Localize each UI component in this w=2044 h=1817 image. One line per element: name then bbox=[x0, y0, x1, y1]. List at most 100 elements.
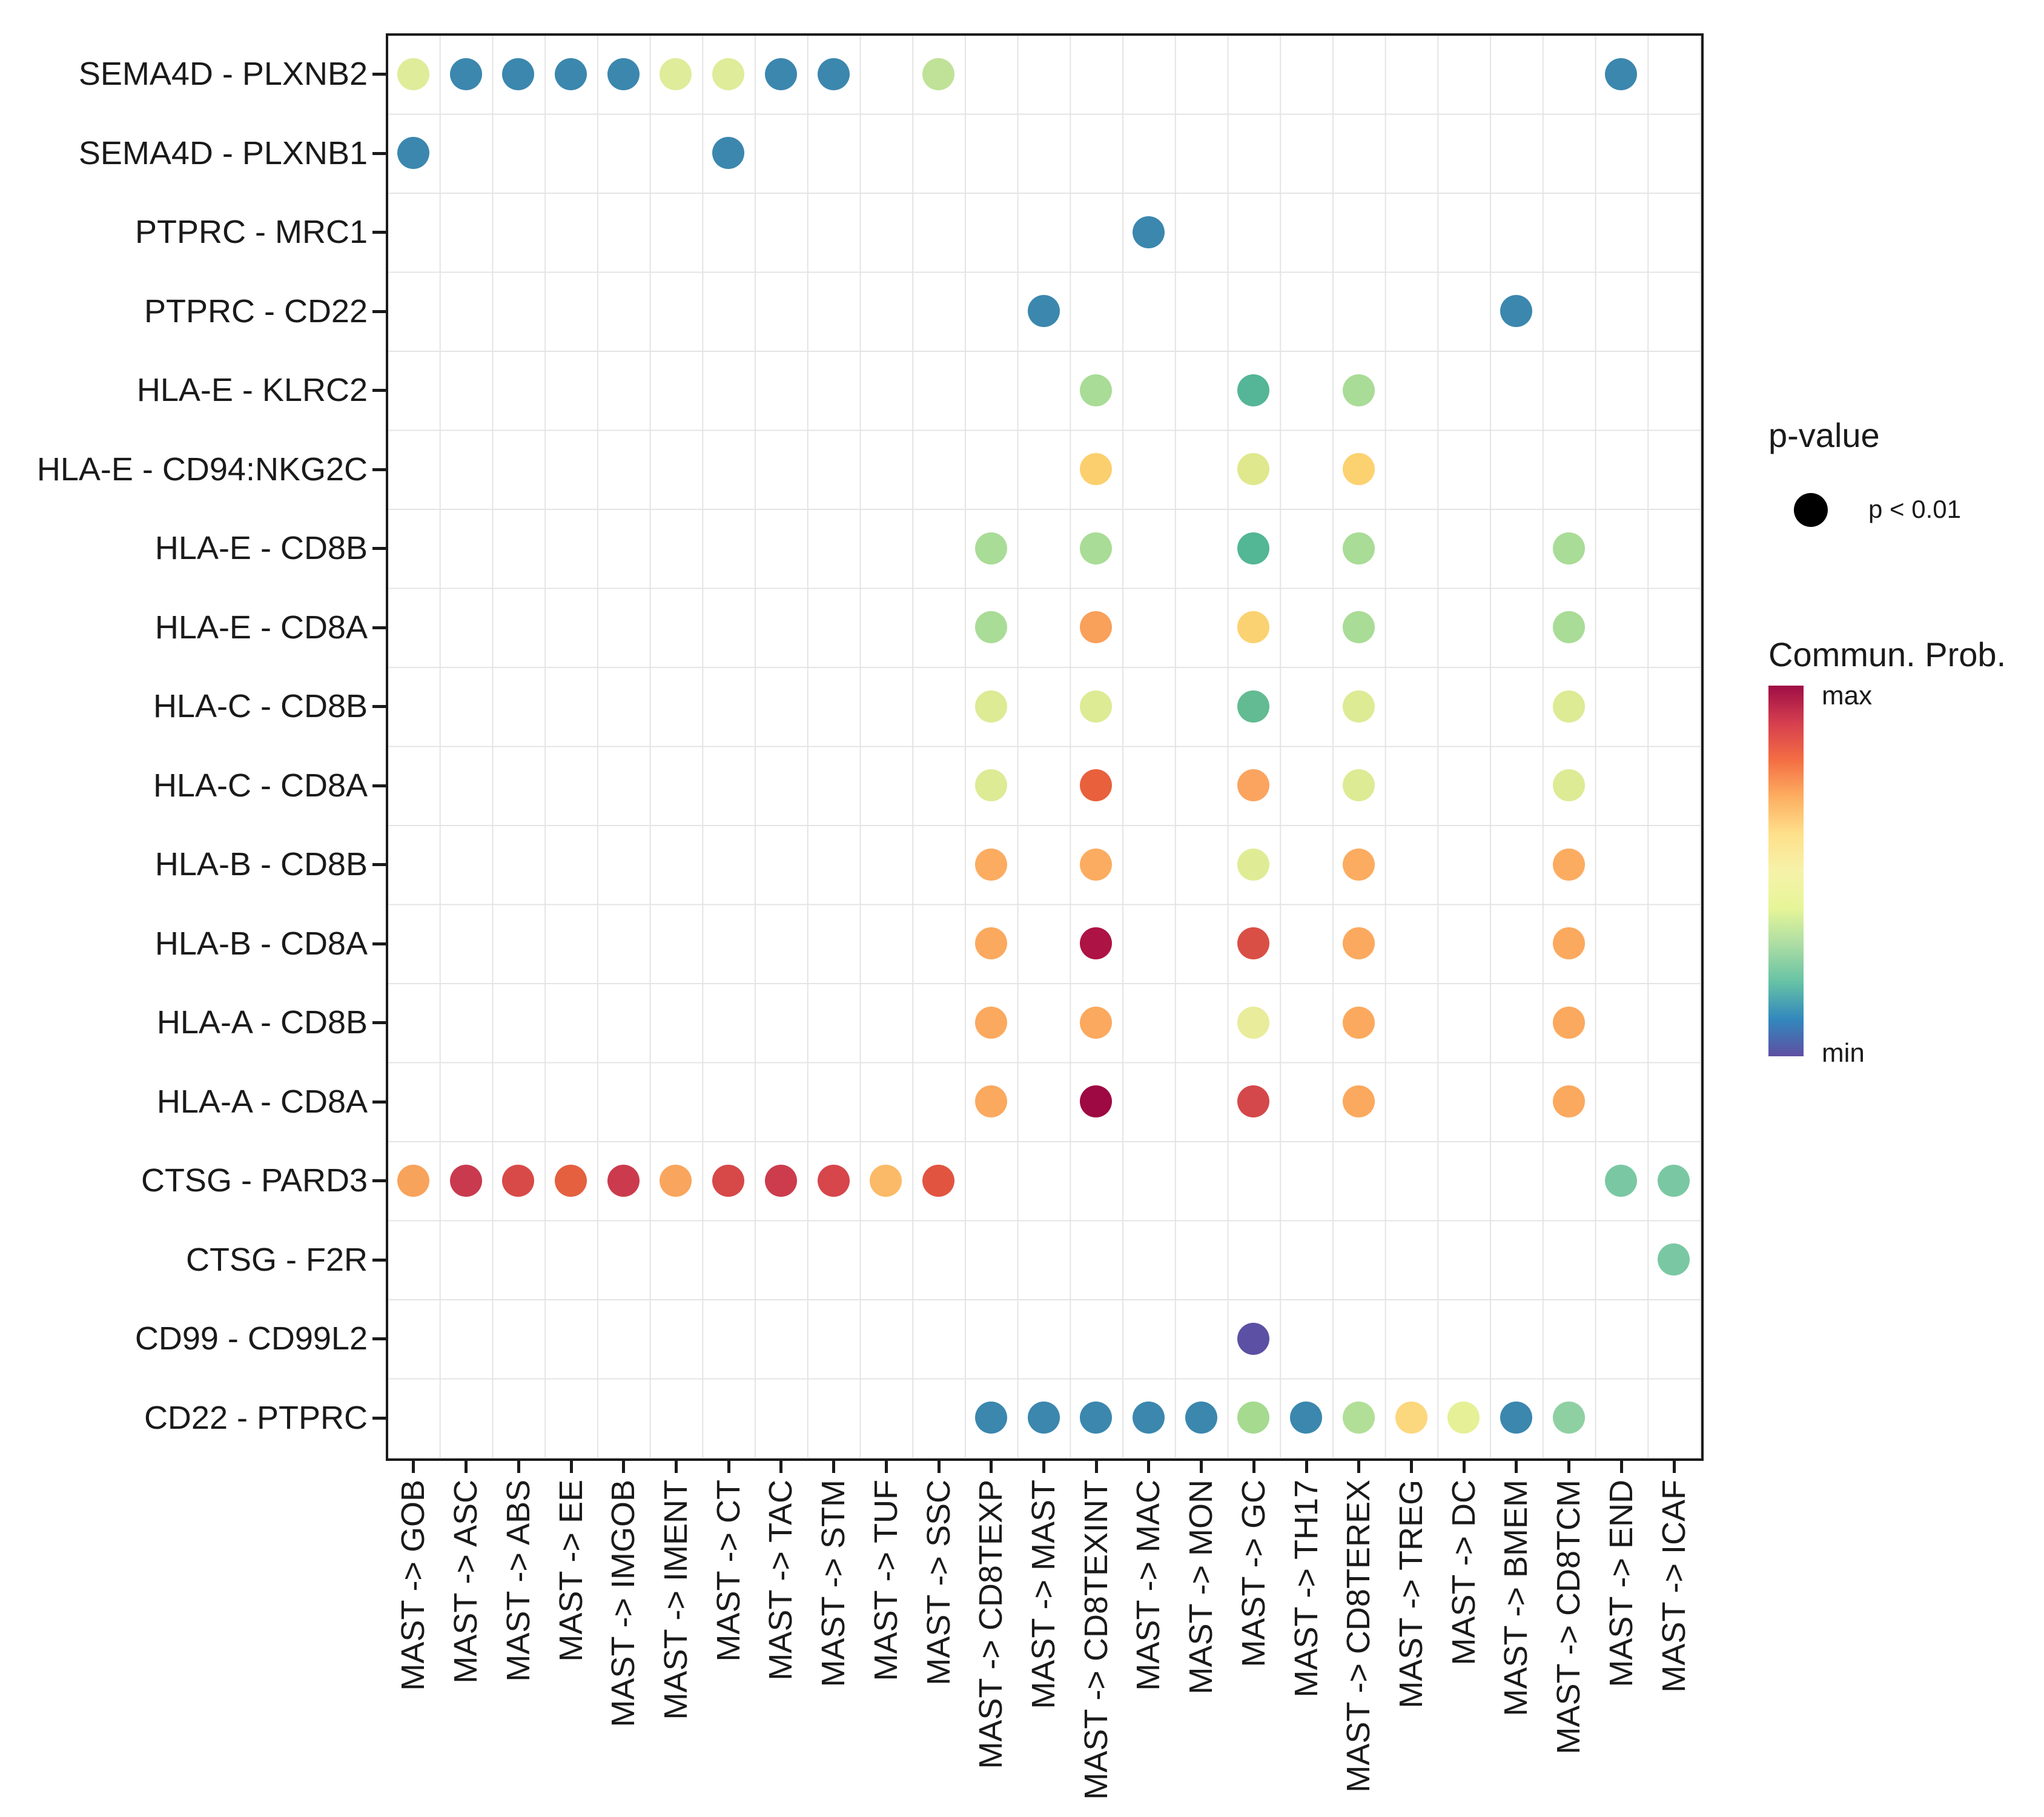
dot bbox=[974, 690, 1007, 723]
dot bbox=[1342, 1402, 1375, 1434]
colorbar-max-label: max bbox=[1822, 681, 1873, 710]
dot bbox=[817, 1164, 850, 1197]
y-axis-tick bbox=[372, 1100, 386, 1104]
x-axis-label: MAST -> SSC bbox=[920, 1480, 957, 1686]
x-axis-label: MAST -> EE bbox=[552, 1480, 589, 1662]
dot bbox=[1552, 927, 1585, 960]
dot bbox=[974, 848, 1007, 881]
x-axis-label: MAST -> ABS bbox=[500, 1480, 537, 1682]
dot bbox=[1237, 532, 1270, 564]
dot bbox=[764, 58, 797, 90]
dot bbox=[1342, 374, 1375, 406]
dot bbox=[1237, 1402, 1270, 1434]
dot bbox=[502, 1164, 535, 1197]
dot bbox=[1552, 532, 1585, 564]
x-axis-tick bbox=[727, 1458, 730, 1473]
colorbar-min-label: min bbox=[1822, 1038, 1865, 1068]
dot bbox=[1080, 927, 1113, 960]
dot bbox=[1237, 453, 1270, 486]
y-axis-label: PTPRC - CD22 bbox=[144, 293, 368, 329]
y-axis-label: HLA-C - CD8A bbox=[153, 767, 368, 804]
dot bbox=[1132, 1402, 1165, 1434]
y-axis-label: HLA-E - KLRC2 bbox=[136, 372, 368, 409]
x-axis-tick bbox=[569, 1458, 573, 1473]
dot bbox=[660, 58, 692, 90]
dot bbox=[922, 1164, 955, 1197]
dot bbox=[555, 58, 587, 90]
x-axis-label: MAST -> MAST bbox=[1025, 1480, 1062, 1709]
x-axis-tick bbox=[884, 1458, 888, 1473]
dot bbox=[1500, 295, 1532, 328]
y-axis-label: HLA-C - CD8B bbox=[153, 688, 368, 725]
dot bbox=[974, 532, 1007, 564]
x-axis-tick bbox=[1357, 1458, 1361, 1473]
x-axis-tick bbox=[674, 1458, 678, 1473]
dot bbox=[1342, 769, 1375, 802]
dot bbox=[1342, 532, 1375, 564]
dot bbox=[1080, 1402, 1113, 1434]
x-axis-tick bbox=[1567, 1458, 1571, 1473]
dot bbox=[1237, 1085, 1270, 1118]
dot bbox=[764, 1164, 797, 1197]
dot bbox=[712, 58, 745, 90]
y-axis-tick bbox=[372, 151, 386, 155]
dot bbox=[1080, 532, 1113, 564]
dot bbox=[974, 769, 1007, 802]
dot bbox=[1395, 1402, 1427, 1434]
dot bbox=[1552, 848, 1585, 881]
dot bbox=[1447, 1402, 1480, 1434]
dot bbox=[449, 58, 482, 90]
y-axis-tick bbox=[372, 1021, 386, 1025]
dot bbox=[1552, 690, 1585, 723]
x-axis-label: MAST -> IMENT bbox=[657, 1480, 694, 1720]
dot bbox=[1237, 927, 1270, 960]
x-axis-label: MAST -> CD8TEREX bbox=[1340, 1480, 1377, 1793]
dot bbox=[1237, 374, 1270, 406]
y-axis-label: HLA-B - CD8B bbox=[154, 846, 368, 883]
x-axis-label: MAST -> CD8TEXINT bbox=[1077, 1480, 1114, 1800]
y-axis-label: CTSG - F2R bbox=[185, 1241, 368, 1278]
x-axis-tick bbox=[1515, 1458, 1518, 1473]
dot bbox=[1080, 611, 1113, 644]
dot bbox=[607, 1164, 640, 1197]
x-axis-tick bbox=[832, 1458, 836, 1473]
dot bbox=[1342, 848, 1375, 881]
y-axis-label: PTPRC - MRC1 bbox=[134, 214, 368, 251]
y-axis-label: SEMA4D - PLXNB2 bbox=[78, 56, 368, 93]
dot bbox=[1342, 453, 1375, 486]
dot bbox=[1237, 1006, 1270, 1039]
x-axis-label: MAST -> GOB bbox=[395, 1480, 432, 1691]
x-axis-label: MAST -> GC bbox=[1235, 1480, 1272, 1667]
x-axis-tick bbox=[465, 1458, 468, 1473]
dot bbox=[974, 927, 1007, 960]
colorbar-title: Commun. Prob. bbox=[1768, 635, 2006, 674]
x-axis-tick bbox=[937, 1458, 941, 1473]
dot bbox=[397, 58, 429, 90]
dot bbox=[1237, 769, 1270, 802]
y-axis-tick bbox=[372, 231, 386, 234]
dot bbox=[1552, 611, 1585, 644]
y-axis-tick bbox=[372, 784, 386, 787]
dot bbox=[1080, 1006, 1113, 1039]
y-axis-tick bbox=[372, 705, 386, 709]
dot bbox=[974, 611, 1007, 644]
dot bbox=[502, 58, 535, 90]
x-axis-label: MAST -> STM bbox=[815, 1480, 852, 1687]
dot bbox=[1080, 848, 1113, 881]
x-axis-label: MAST -> END bbox=[1602, 1480, 1639, 1687]
x-axis-label: MAST -> TREG bbox=[1393, 1480, 1430, 1709]
y-axis-tick bbox=[372, 309, 386, 313]
x-axis-label: MAST -> TH17 bbox=[1288, 1480, 1325, 1698]
dot bbox=[922, 58, 955, 90]
dot bbox=[449, 1164, 482, 1197]
dot bbox=[712, 1164, 745, 1197]
y-axis-tick bbox=[372, 1258, 386, 1262]
dot bbox=[1132, 216, 1165, 248]
dot bbox=[1342, 611, 1375, 644]
x-axis-tick bbox=[517, 1458, 520, 1473]
y-axis-label: CTSG - PARD3 bbox=[141, 1162, 368, 1199]
dot bbox=[1237, 690, 1270, 723]
x-axis-tick bbox=[1200, 1458, 1203, 1473]
dot bbox=[1237, 848, 1270, 881]
